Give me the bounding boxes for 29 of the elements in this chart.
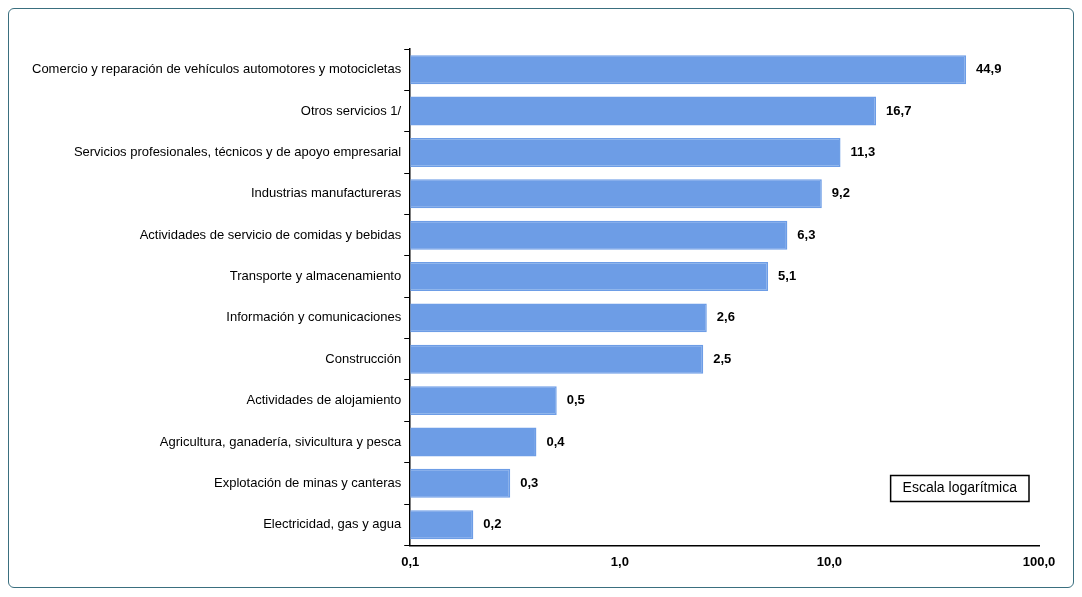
data-label: 9,2 — [831, 185, 850, 201]
x-tick-label: 0,1 — [401, 553, 420, 569]
y-tick-label: Agricultura, ganadería, sivicultura y pesca — [159, 433, 402, 449]
data-label: 11,3 — [850, 143, 876, 159]
y-tick-label: Comercio y reparación de vehículos automotores y motocicletas — [31, 61, 402, 77]
data-label: 5,1 — [778, 268, 797, 284]
y-tick-label: Servicios profesionales, técnicos y de apoyo empresarial — [73, 143, 402, 159]
y-tick-label: Construcción — [325, 350, 402, 366]
y-tick-label: Actividades de servicio de comidas y bebidas — [139, 226, 402, 242]
x-tick-label: 100,0 — [1022, 553, 1056, 569]
data-label: 2,6 — [716, 309, 735, 325]
y-tick-label: Otros servicios 1/ — [300, 102, 402, 118]
y-tick-label: Transporte y almacenamiento — [229, 268, 402, 284]
y-tick-label: Industrias manufactureras — [250, 185, 402, 201]
data-label: 0,3 — [520, 474, 539, 490]
data-label: 0,2 — [483, 516, 502, 532]
data-label: 16,7 — [886, 102, 912, 118]
x-tick-label: 10,0 — [816, 553, 843, 569]
x-tick-label: 1,0 — [610, 553, 629, 569]
y-tick-label: Explotación de minas y canteras — [214, 474, 402, 490]
data-label: 44,9 — [976, 61, 1002, 77]
y-tick-label: Información y comunicaciones — [226, 309, 402, 325]
y-tick-label: Electricidad, gas y agua — [263, 516, 402, 532]
data-label: 0,5 — [566, 392, 585, 408]
data-label: 0,4 — [546, 433, 566, 449]
data-label: 2,5 — [713, 350, 732, 366]
y-tick-label: Actividades de alojamiento — [246, 392, 402, 408]
data-label: 6,3 — [797, 226, 816, 242]
annotation: Escala logarítmica — [902, 479, 1018, 496]
